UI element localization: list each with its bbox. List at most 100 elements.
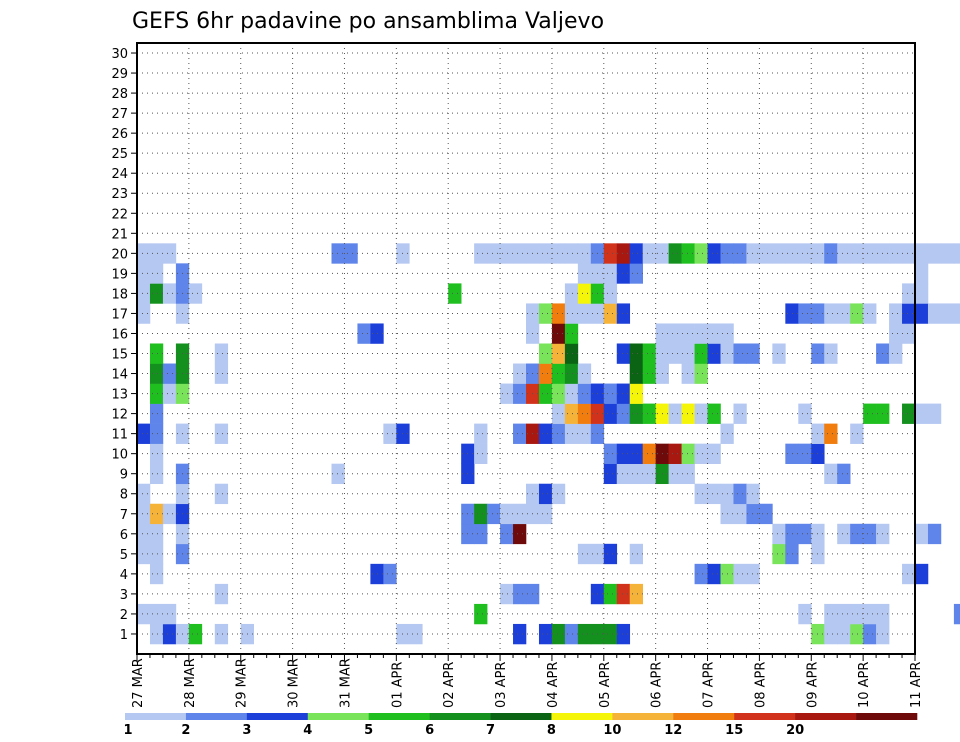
- heatmap-cell: [798, 603, 812, 625]
- heatmap-cell: [137, 503, 151, 525]
- heatmap-cell: [837, 523, 851, 545]
- heatmap-cell: [162, 623, 177, 645]
- heatmap-cell: [953, 603, 960, 625]
- heatmap-cell: [824, 463, 838, 485]
- heatmap-cell: [785, 243, 799, 264]
- heatmap-cell: [331, 243, 345, 264]
- heatmap-cell: [137, 483, 151, 505]
- heatmap-cell: [940, 243, 955, 264]
- heatmap-cell: [357, 323, 371, 344]
- heatmap-cell: [564, 423, 579, 444]
- heatmap-cell: [759, 503, 773, 525]
- heatmap-cell: [603, 243, 618, 264]
- heatmap-cell: [824, 303, 838, 324]
- heatmap-cell: [538, 383, 553, 404]
- heatmap-cell: [902, 303, 916, 324]
- heatmap-cell: [642, 463, 656, 485]
- y-tick-label: 24: [111, 167, 128, 182]
- heatmap-cell: [772, 523, 786, 545]
- heatmap-cell: [538, 303, 553, 324]
- heatmap-cell: [629, 383, 643, 404]
- heatmap-cell: [162, 243, 177, 264]
- heatmap-cell: [383, 563, 397, 585]
- colorbar-swatch: [246, 713, 309, 720]
- heatmap-cell: [681, 243, 695, 264]
- heatmap-cell: [162, 363, 177, 384]
- heatmap-cell: [149, 383, 164, 404]
- y-tick-label: 25: [111, 147, 128, 162]
- heatmap-cell: [785, 523, 799, 545]
- heatmap-cell: [915, 283, 929, 304]
- heatmap-cell: [616, 463, 631, 485]
- colorbar-swatch: [307, 713, 369, 720]
- heatmap-cell: [538, 243, 553, 264]
- x-tick-label: 30 MAR: [287, 658, 302, 708]
- heatmap-cell: [344, 243, 358, 264]
- heatmap-cell: [577, 403, 592, 424]
- y-axis-ticks: 1234567891011121314151617181920212223242…: [111, 47, 137, 643]
- heatmap-cell: [551, 423, 566, 444]
- heatmap-cell: [564, 623, 579, 645]
- heatmap-cell: [668, 443, 682, 464]
- heatmap-cell: [500, 583, 514, 605]
- heatmap-cell: [850, 423, 864, 444]
- heatmap-cell: [629, 463, 643, 485]
- heatmap-cell: [824, 243, 838, 264]
- heatmap-cell: [149, 403, 164, 424]
- heatmap-cell: [733, 483, 747, 505]
- heatmap-cell: [915, 403, 929, 424]
- heatmap-cell: [603, 543, 618, 565]
- heatmap-cell: [902, 283, 916, 304]
- heatmap-cell: [733, 243, 747, 264]
- heatmap-cell: [902, 403, 916, 424]
- heatmap-cell: [850, 303, 864, 324]
- heatmap-cell: [668, 463, 682, 485]
- x-tick-label: 08 APR: [753, 662, 768, 708]
- heatmap-cell: [668, 403, 682, 424]
- y-tick-label: 21: [111, 227, 128, 242]
- heatmap-cell: [681, 403, 695, 424]
- heatmap-cell: [785, 543, 799, 565]
- heatmap-cell: [837, 623, 851, 645]
- heatmap-cell: [137, 603, 151, 625]
- heatmap-cell: [889, 243, 903, 264]
- colorbar-label: 7: [486, 723, 495, 738]
- heatmap-cell: [694, 323, 708, 344]
- heatmap-cell: [746, 243, 760, 264]
- heatmap-cell: [889, 303, 903, 324]
- heatmap-cell: [733, 343, 747, 364]
- colorbar-label: 6: [425, 723, 434, 738]
- heatmap-cell: [616, 343, 631, 364]
- heatmap-cell: [668, 243, 682, 264]
- colorbar-swatch: [795, 713, 857, 720]
- heatmap-cell: [824, 623, 838, 645]
- colorbar-swatch: [125, 713, 187, 720]
- plot-frame: [136, 42, 916, 655]
- heatmap-cell: [681, 443, 695, 464]
- heatmap-cell: [149, 343, 164, 364]
- heatmap-cell: [707, 243, 721, 264]
- colorbar-label: 2: [181, 723, 190, 738]
- heatmap-cell: [162, 503, 177, 525]
- heatmap-cell: [616, 583, 631, 605]
- heatmap-cell: [694, 483, 708, 505]
- heatmap-cell: [149, 463, 164, 485]
- heatmap-cell: [707, 403, 721, 424]
- heatmap-cell: [538, 483, 553, 505]
- heatmap-cell: [681, 323, 695, 344]
- heatmap-cell: [824, 343, 838, 364]
- heatmap-cell: [564, 283, 579, 304]
- heatmap-cell: [629, 363, 643, 384]
- heatmap-cell: [616, 243, 631, 264]
- y-tick-label: 9: [120, 468, 128, 483]
- heatmap-cell: [538, 503, 553, 525]
- colorbar-swatch: [551, 713, 613, 720]
- heatmap-cell: [850, 603, 864, 625]
- heatmap-cell: [603, 383, 618, 404]
- x-tick-label: 28 MAR: [183, 658, 198, 708]
- heatmap-cell: [137, 303, 151, 324]
- y-tick-label: 19: [111, 267, 128, 282]
- heatmap-cells: [137, 243, 960, 645]
- colorbar-swatch: [734, 713, 796, 720]
